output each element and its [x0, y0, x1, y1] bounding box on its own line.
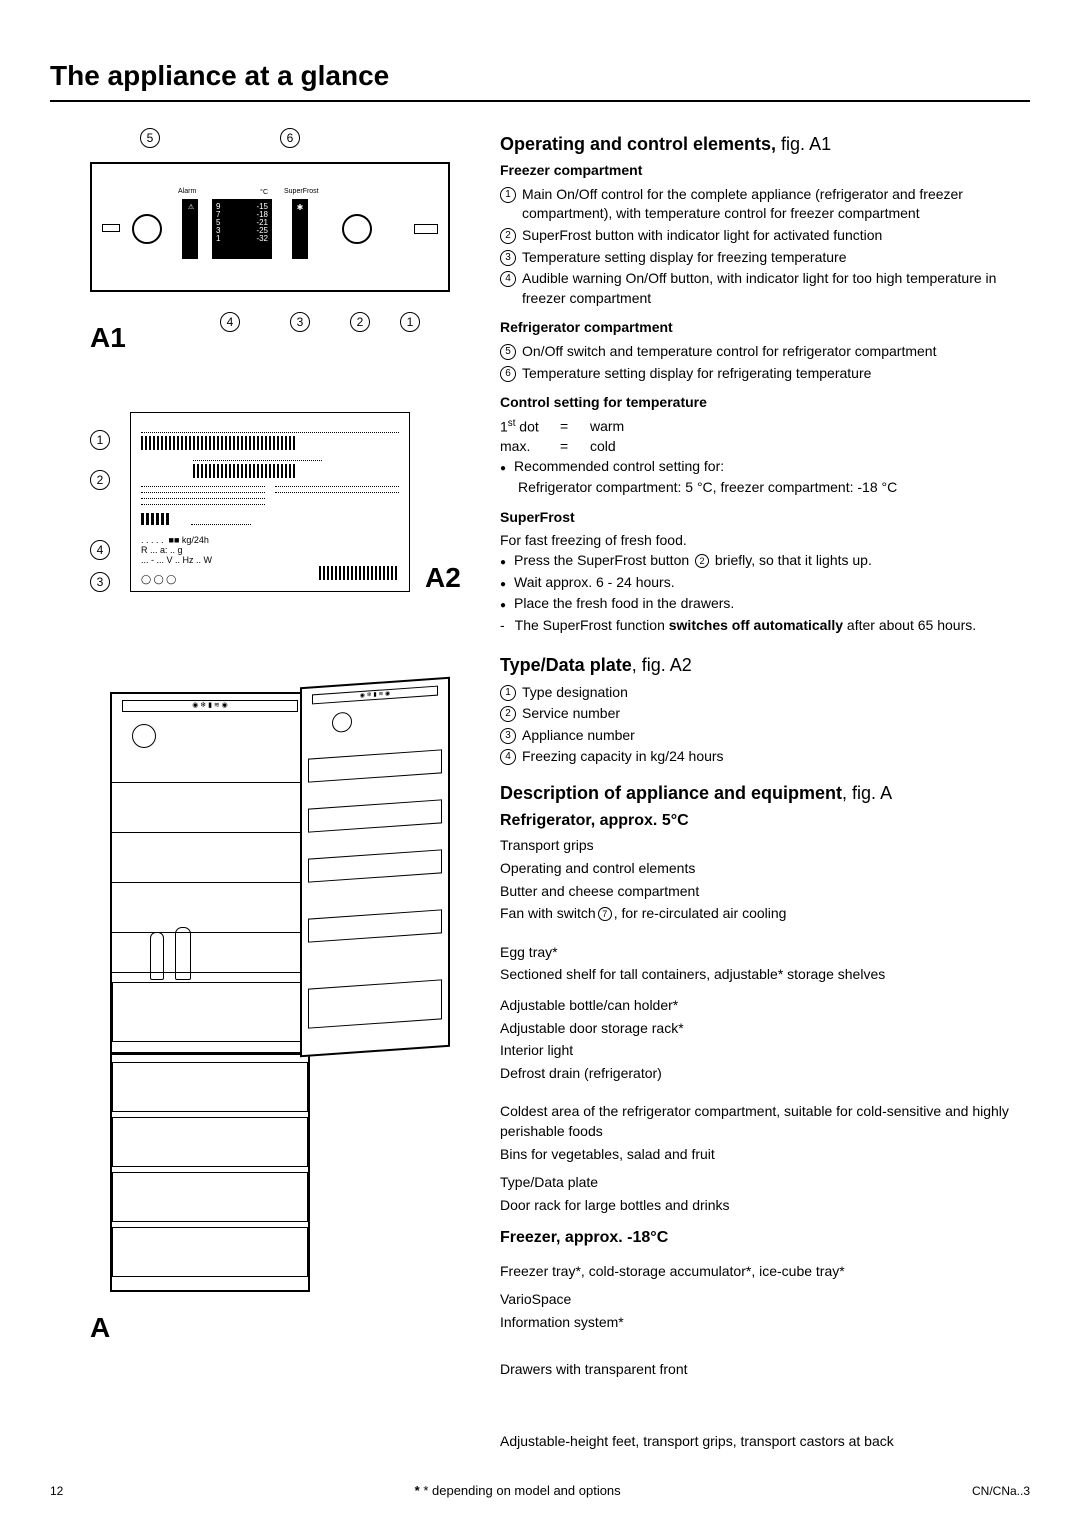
- desc-drawers: Drawers with transparent front: [500, 1360, 1030, 1380]
- fridge-subheading: Refrigerator compartment: [500, 318, 1030, 338]
- freezer-items: 1Main On/Off control for the complete ap…: [500, 185, 1030, 309]
- desc-shelf: Sectioned shelf for tall containers, adj…: [500, 965, 1030, 985]
- desc-typeplate: Type/Data plate: [500, 1173, 1030, 1193]
- desc-bottle-holder: Adjustable bottle/can holder*: [500, 996, 1030, 1016]
- superfrost-intro: For fast freezing of fresh food.: [500, 531, 1030, 551]
- desc-light: Interior light: [500, 1041, 1030, 1061]
- operating-heading: Operating and control elements, fig. A1: [500, 132, 1030, 157]
- typedata-items: 1Type designation 2Service number 3Appli…: [500, 683, 1030, 767]
- recommended-detail: Refrigerator compartment: 5 °C, freezer …: [500, 478, 1030, 498]
- fridge-items: 5On/Off switch and temperature control f…: [500, 342, 1030, 383]
- callout-1: 1: [400, 312, 420, 332]
- callout-2: 2: [350, 312, 370, 332]
- setting-row-2: max.=cold: [500, 437, 1030, 457]
- figures-column: 5 6 ⚠ Alarm 9 7 5 3 1 -15 -18 -21 -25 -3…: [50, 132, 470, 1455]
- superfrost-label: SuperFrost: [284, 188, 319, 195]
- superfrost-panel: ✱: [292, 199, 308, 259]
- fridge-door: ◉ ❄ ▮ ≋ ◉: [300, 677, 450, 1057]
- alarm-label: Alarm: [178, 188, 196, 195]
- electrical-spec: ... - ... V .. Hz .. W: [141, 555, 399, 565]
- setting-row-1: 1st dot =warm: [500, 417, 1030, 437]
- a2-callout-3: 3: [90, 572, 110, 592]
- fig-a2-label: A2: [425, 562, 461, 594]
- freezer-subheading: Freezer compartment: [500, 161, 1030, 181]
- desc-freezer-tray: Freezer tray*, cold-storage accumulator*…: [500, 1262, 1030, 1282]
- superfrost-steps: Press the SuperFrost button 2 briefly, s…: [500, 551, 1030, 614]
- superfrost-subheading: SuperFrost: [500, 508, 1030, 528]
- desc-butter: Butter and cheese compartment: [500, 882, 1030, 902]
- figure-a: ◉ ❄ ▮ ≋ ◉ ◉ ❄ ▮ ≋ ◉: [50, 672, 470, 1352]
- freezer-desc-subheading: Freezer, approx. -18°C: [500, 1227, 1030, 1249]
- control-setting-subheading: Control setting for temperature: [500, 393, 1030, 413]
- a2-callout-2: 2: [90, 470, 110, 490]
- recommended-setting: Recommended control setting for:: [500, 457, 1030, 477]
- desc-door-rack: Adjustable door storage rack*: [500, 1019, 1030, 1039]
- desc-info-system: Information system*: [500, 1313, 1030, 1333]
- doc-ref: CN/CNa..3: [972, 1484, 1030, 1498]
- desc-controls: Operating and control elements: [500, 859, 1030, 879]
- callout-5: 5: [140, 128, 160, 148]
- desc-egg: Egg tray*: [500, 943, 1030, 963]
- desc-feet: Adjustable-height feet, transport grips,…: [500, 1432, 1030, 1452]
- page-title: The appliance at a glance: [50, 60, 1030, 102]
- desc-transport-grips: Transport grips: [500, 836, 1030, 856]
- callout-3: 3: [290, 312, 310, 332]
- callout-6: 6: [280, 128, 300, 148]
- footnote: * * depending on model and options: [63, 1483, 972, 1498]
- text-column: Operating and control elements, fig. A1 …: [500, 132, 1030, 1455]
- alarm-panel: ⚠: [182, 199, 198, 259]
- desc-bottlerack: Door rack for large bottles and drinks: [500, 1196, 1030, 1216]
- a2-callout-1: 1: [90, 430, 110, 450]
- desc-variospace: VarioSpace: [500, 1290, 1030, 1310]
- desc-fan: Fan with switch 7 , for re-circulated ai…: [500, 904, 1030, 924]
- typedata-heading: Type/Data plate, fig. A2: [500, 653, 1030, 678]
- desc-defrost: Defrost drain (refrigerator): [500, 1064, 1030, 1084]
- figure-a1: 5 6 ⚠ Alarm 9 7 5 3 1 -15 -18 -21 -25 -3…: [50, 132, 470, 372]
- page-number: 12: [50, 1484, 63, 1498]
- desc-bins: Bins for vegetables, salad and fruit: [500, 1145, 1030, 1165]
- temp-display: 9 7 5 3 1 -15 -18 -21 -25 -32 °C: [212, 199, 272, 259]
- callout-4: 4: [220, 312, 240, 332]
- superfrost-auto-off: The SuperFrost function switches off aut…: [500, 616, 1030, 636]
- fig-a1-label: A1: [90, 322, 126, 354]
- description-heading: Description of appliance and equipment, …: [500, 781, 1030, 806]
- a2-callout-4: 4: [90, 540, 110, 560]
- figure-a2: 1 2 4 3: [50, 412, 470, 632]
- refrigerator-subheading: Refrigerator, approx. 5°C: [500, 810, 1030, 832]
- kg-label: kg/24h: [182, 535, 209, 545]
- fig-a-label: A: [90, 1312, 110, 1344]
- page-footer: 12 * * depending on model and options CN…: [50, 1483, 1030, 1498]
- desc-coldest: Coldest area of the refrigerator compart…: [500, 1102, 1030, 1141]
- refrigerant-spec: R ... a: .. g: [141, 545, 399, 555]
